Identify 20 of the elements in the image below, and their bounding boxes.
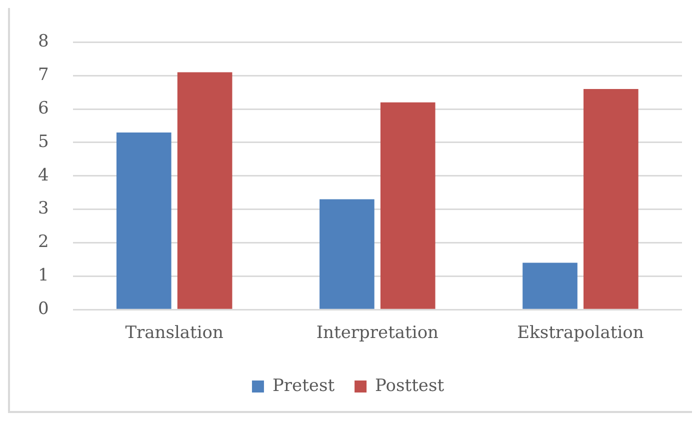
y-tick-label: 8: [38, 32, 49, 52]
y-tick-label: 7: [38, 65, 49, 86]
x-tick-label: Translation: [125, 323, 224, 344]
y-tick-label: 1: [38, 266, 49, 286]
x-tick-label: Ekstrapolation: [517, 323, 644, 344]
bar: [380, 102, 436, 309]
bar: [522, 262, 578, 309]
y-tick-label: 6: [38, 98, 49, 118]
legend-label: Posttest: [375, 376, 444, 396]
bar: [116, 132, 172, 309]
x-tick-label: Interpretation: [316, 323, 439, 344]
y-tick-label: 0: [38, 299, 49, 320]
legend-label: Pretest: [272, 376, 335, 396]
y-tick-label: 3: [38, 198, 49, 219]
y-tick-label: 5: [38, 132, 49, 152]
y-tick-label: 2: [38, 232, 49, 252]
y-tick-label: 4: [38, 165, 49, 186]
bar: [584, 88, 638, 309]
bar: [320, 199, 374, 309]
bar: [177, 72, 232, 309]
